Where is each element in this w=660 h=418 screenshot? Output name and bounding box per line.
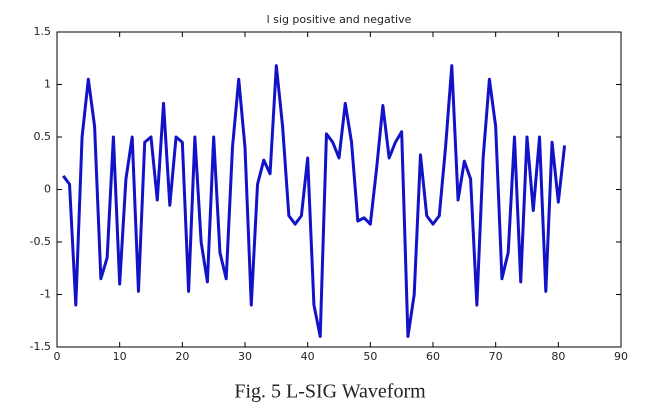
caption: Fig. 5 L-SIG Waveform [234,381,426,403]
x-tick-label: 10 [113,350,127,363]
chart-title: l sig positive and negative [267,13,412,26]
y-tick-label: -1 [40,288,51,301]
x-tick-label: 30 [238,350,252,363]
x-tick-label: 70 [489,350,503,363]
x-tick-label: 80 [551,350,565,363]
x-tick-label: 0 [54,350,61,363]
y-tick-label: 0.5 [34,130,52,143]
y-tick-label: -0.5 [30,235,51,248]
line [62,64,567,338]
y-tick-label: -1.5 [30,340,51,353]
x-tick-label: 20 [175,350,189,363]
x-tick-label: 50 [363,350,377,363]
y-tick-label: 1.5 [34,25,52,38]
x-tick-label: 60 [426,350,440,363]
y-tick-label: 0 [44,183,51,196]
x-tick-label: 90 [614,350,628,363]
x-tick-label: 40 [301,350,315,363]
y-tick-label: 1 [44,78,51,91]
